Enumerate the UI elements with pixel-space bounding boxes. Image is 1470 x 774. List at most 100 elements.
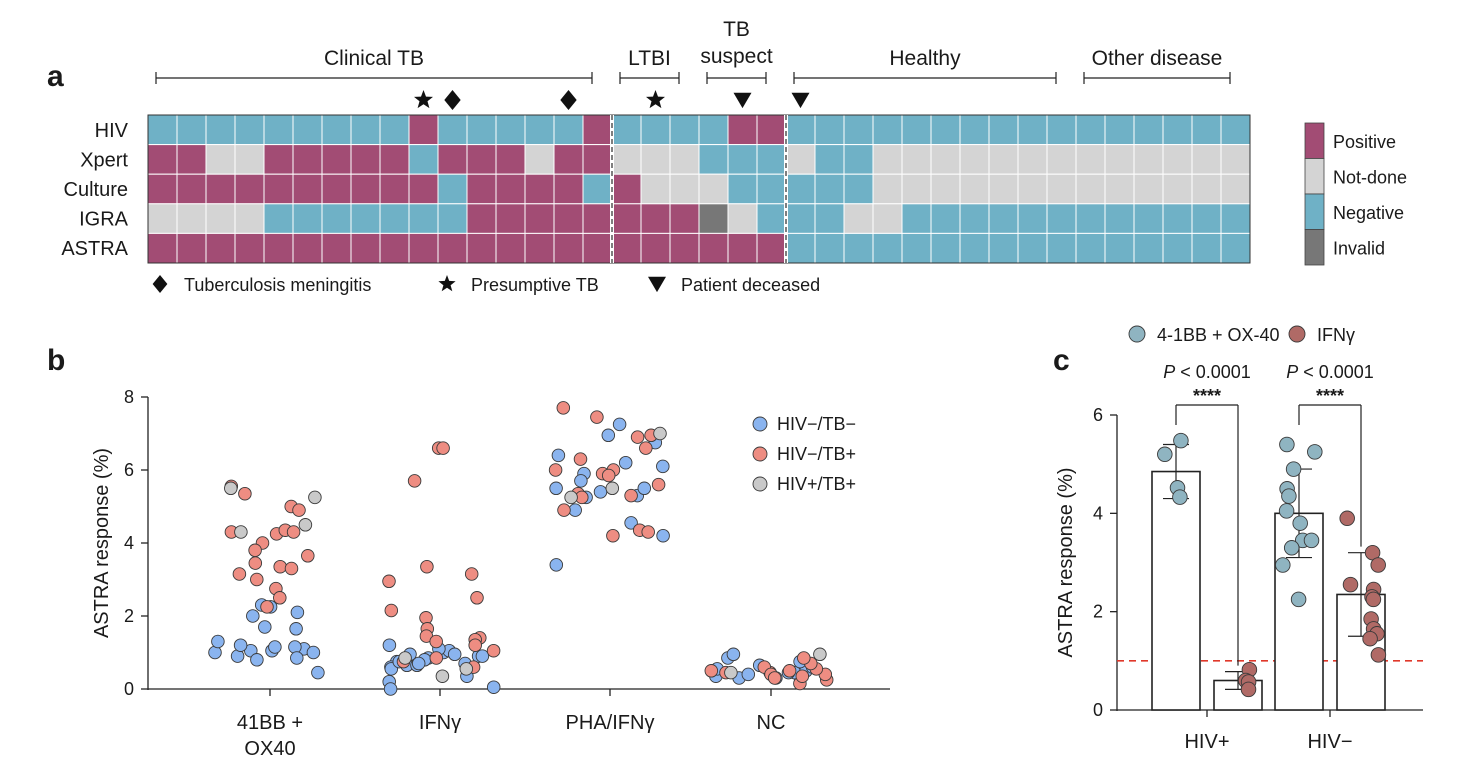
heatmap-cell <box>872 144 903 175</box>
y-tick-label: 4 <box>124 533 134 553</box>
heatmap-cell <box>1046 232 1077 264</box>
heatmap-cell <box>437 232 468 264</box>
heatmap-cell <box>669 203 700 234</box>
scatter-point <box>232 567 247 581</box>
y-tick-label: 2 <box>1093 602 1103 622</box>
heatmap-cell <box>1017 144 1048 175</box>
legend-swatch <box>1304 122 1325 159</box>
heatmap-cell <box>1046 114 1077 146</box>
heatmap-cell <box>1191 203 1222 234</box>
scatter-point <box>813 647 827 662</box>
bar-panel: 4-1BB + OX-40 IFNγ 0 2 4 6 ASTRA response (%)… <box>1055 325 1423 753</box>
scatter-point <box>298 518 313 532</box>
heatmap-cell <box>901 144 932 175</box>
heatmap-cell <box>988 173 1019 205</box>
heatmap-cell <box>640 232 671 264</box>
scatter-point <box>549 558 564 572</box>
heatmap-cell <box>727 144 758 175</box>
x-tick-label: IFNγ <box>419 712 461 734</box>
scatter-point <box>382 638 397 652</box>
heatmap-cell <box>785 232 816 264</box>
heatmap-border <box>147 114 1251 264</box>
heatmap-cell <box>1191 144 1222 175</box>
heatmap-cell <box>582 144 613 175</box>
heatmap-cell <box>582 203 613 234</box>
heatmap-cell <box>1162 203 1193 234</box>
bar-legend: 4-1BB + OX-40 IFNγ <box>1128 325 1355 345</box>
group-label: Healthy <box>889 47 961 70</box>
heatmap-cell <box>292 203 323 234</box>
heatmap-cell <box>901 203 932 234</box>
heatmap-cell <box>756 144 787 175</box>
row-label: ASTRA <box>61 238 128 260</box>
heatmap-cell <box>176 203 207 234</box>
heatmap-cell <box>1220 144 1251 175</box>
heatmap-cell <box>814 114 845 146</box>
legend-swatch <box>1304 229 1325 266</box>
heatmap-cell <box>988 144 1019 175</box>
heatmap-cell <box>727 173 758 205</box>
heatmap-cell <box>814 203 845 234</box>
heatmap-cell <box>843 203 874 234</box>
heatmap-cell <box>147 144 178 175</box>
scatter-point <box>612 417 627 432</box>
legend-marker <box>752 416 768 432</box>
scatter-point <box>306 645 321 660</box>
scatter-point <box>704 664 719 678</box>
scatter-point <box>726 647 741 662</box>
bar-point <box>1278 503 1295 519</box>
bar-points <box>1157 432 1387 698</box>
heatmap-cell <box>1162 232 1193 264</box>
heatmap-cell <box>437 203 468 234</box>
heatmap-cell <box>1075 173 1106 205</box>
scatter-point <box>556 401 571 415</box>
scatter-point <box>564 490 578 505</box>
heatmap-cell <box>843 232 874 264</box>
heatmap-cell <box>611 232 642 264</box>
y-tick-label: 2 <box>124 606 134 626</box>
heatmap-cell <box>553 114 584 146</box>
heatmap-cell <box>234 114 265 146</box>
heatmap-cell <box>292 144 323 175</box>
heatmap-cell <box>756 203 787 234</box>
scatter-point <box>248 543 262 558</box>
heatmap-cell <box>437 144 468 175</box>
heatmap-cell <box>1191 114 1222 146</box>
heatmap-cell <box>988 203 1019 234</box>
heatmap-cell <box>1104 114 1135 146</box>
heatmap-cell <box>263 203 294 234</box>
bar-point <box>1365 591 1382 608</box>
scatter-point <box>308 490 322 505</box>
heatmap-cell <box>611 173 642 205</box>
group-headers: Clinical TB LTBI TB suspect Healthy Other dis… <box>155 18 1231 84</box>
heatmap-cell <box>959 173 990 205</box>
scatter-point <box>233 638 248 652</box>
heatmap-cell <box>1133 203 1164 234</box>
scatter-point <box>573 452 588 466</box>
heatmap-cell <box>234 144 265 175</box>
scatter-point <box>384 603 399 618</box>
heatmap-cell <box>147 203 178 234</box>
scatter-point <box>411 656 426 671</box>
column-markers <box>414 90 810 110</box>
legend-label: Not-done <box>1333 167 1407 187</box>
y-tick-label: 0 <box>124 679 134 699</box>
heatmap-cell <box>350 114 381 146</box>
scatter-point <box>639 441 653 455</box>
scatter-point <box>624 516 638 530</box>
heatmap-cell <box>582 114 613 146</box>
heatmap-cell <box>263 173 294 205</box>
bar-point <box>1362 630 1378 647</box>
heatmap-cell <box>1220 114 1251 146</box>
heatmap-legend: Positive Not-done Negative Invalid <box>1304 122 1407 266</box>
heatmap-cell <box>785 114 816 146</box>
bar-point <box>1290 591 1307 608</box>
scatter-point <box>436 441 450 455</box>
bars <box>1151 443 1386 711</box>
scatter-point <box>258 620 272 634</box>
legend-label: HIV+/TB+ <box>777 474 856 494</box>
heatmap-cell <box>988 114 1019 146</box>
heatmap-cell <box>1133 232 1164 264</box>
heatmap-cell <box>669 144 700 175</box>
heatmap-cell <box>901 114 932 146</box>
